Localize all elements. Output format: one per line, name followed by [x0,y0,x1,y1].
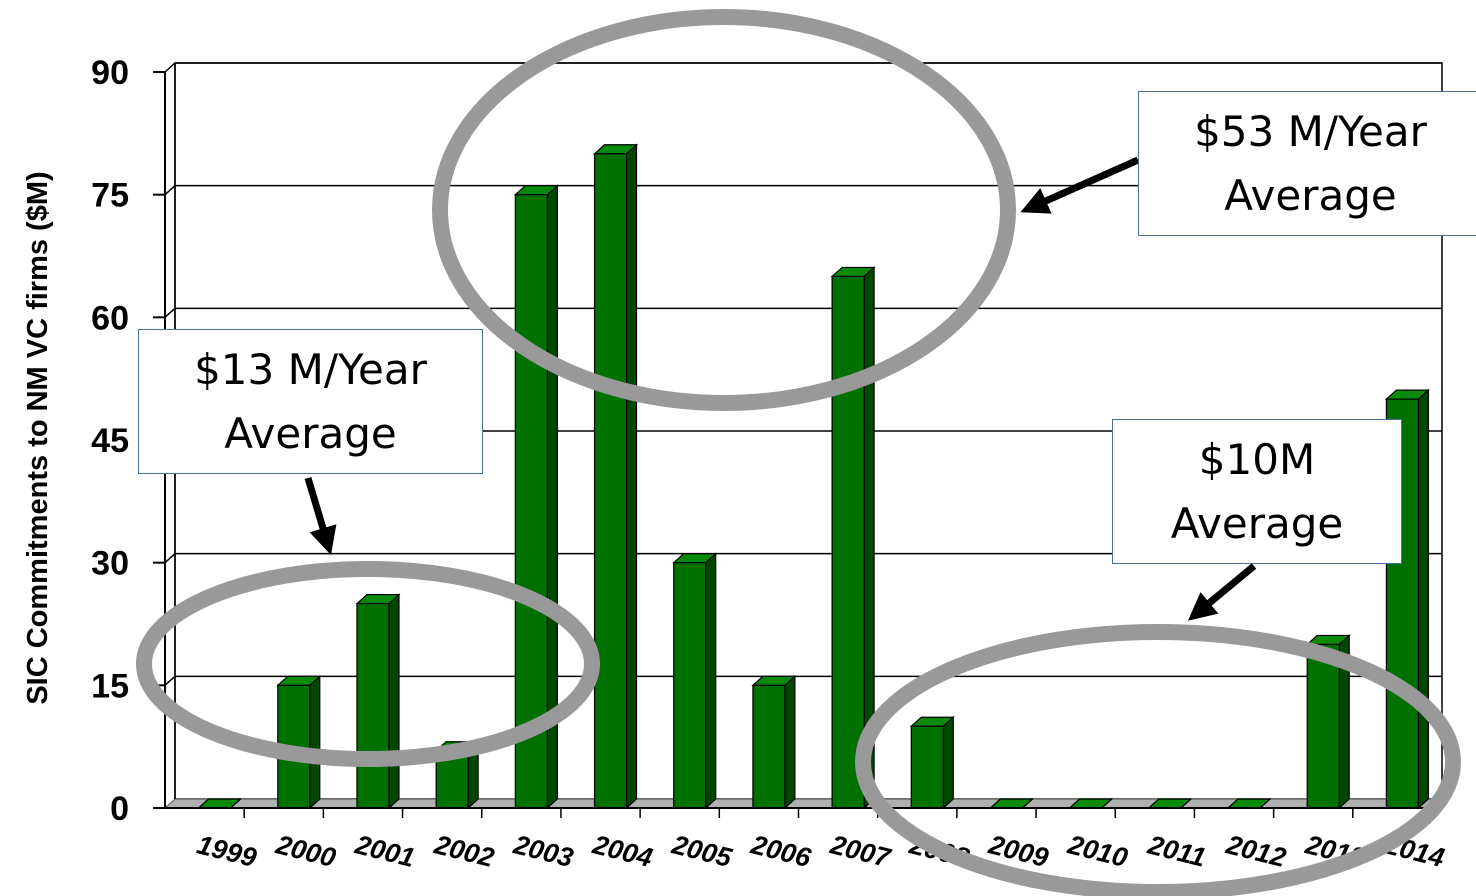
x-tick-label-2007: 2007 [827,829,895,873]
gridline-depth-30 [164,553,176,564]
bar-side-2006 [784,674,796,810]
y-tick-label-30: 30 [91,545,129,583]
x-tick-label-2001: 2001 [351,829,418,873]
arrow-53m [1020,156,1140,214]
bar-2003 [513,184,559,810]
bar-front-2007 [831,275,865,809]
x-tick-label-2000: 2000 [272,829,339,873]
highlight-ellipse-1999-2002 [136,561,600,767]
y-tick-label-15: 15 [91,667,129,705]
gridline-depth-60 [164,307,176,318]
callout-13m-line2: Average [224,409,397,458]
bar-front-2013 [1306,643,1340,809]
bar-side-2005 [705,552,717,810]
x-tick-label-1999: 1999 [194,829,260,873]
bar-side-2001 [388,593,400,810]
gridline-depth-90 [164,62,176,73]
bar-front-2005 [673,562,707,809]
bar-front-2006 [752,684,786,809]
callout-10m-line2: Average [1170,499,1344,548]
bar-2005 [672,552,718,810]
bar-2006 [751,674,797,810]
annotation-overlay [136,9,1461,896]
y-tick-label-45: 45 [91,422,129,460]
arrow-13m [304,476,337,556]
bar-front-2001 [356,602,390,809]
bars [197,143,1430,810]
y-tick-label-75: 75 [91,177,129,215]
x-tick-label-2002: 2002 [431,829,498,873]
bar-2011 [1147,798,1193,809]
y-tick-label-0: 0 [110,790,129,828]
bar-side-2014 [1417,388,1430,810]
arrow-10m [1187,563,1257,621]
x-tick-label-2012: 2012 [1222,829,1289,873]
highlight-ellipse-2008-2014 [855,624,1461,896]
x-tick-label-2005: 2005 [668,829,735,873]
bar-2001 [355,593,401,810]
x-tick-labels: 1999 2000 2001 2002 2003 2004 2005 2006 2007 2008… [194,829,1447,873]
callout-53m-line1: $53 M/Year [1194,107,1427,156]
bar-2007 [830,266,876,810]
gridline-depth-75 [164,185,176,196]
bar-front-2003 [514,194,548,809]
y-tick-label-90: 90 [91,54,129,92]
highlight-ellipse-2003-2007 [432,9,1016,411]
bar-2004 [592,143,639,810]
y-tick-labels: 0 15 30 45 60 75 90 [91,54,129,828]
y-axis-title: SIC Commitments to NM VC firms ($M) [22,171,54,704]
bar-2000 [276,674,322,810]
x-tick-label-2010: 2010 [1064,829,1131,873]
x-tick-label-2006: 2006 [747,829,814,873]
gridline-depth-15 [164,675,176,686]
x-tick-label-2004: 2004 [589,829,656,873]
bar-side-2004 [625,143,638,810]
callout-13m: $13 M/Year Average [138,329,483,474]
bar-front-2008 [910,725,944,809]
bar-side-2000 [309,674,321,810]
bar-2008 [909,715,955,810]
callout-13m-line1: $13 M/Year [194,345,427,394]
callout-10m-line1: $10M [1198,435,1316,484]
bar-side-2008 [942,715,954,810]
x-tick-label-2003: 2003 [510,829,577,873]
x-tick-label-2011: 2011 [1144,829,1209,872]
bar-front-2004 [593,153,628,809]
callout-53m-line2: Average [1224,171,1397,220]
callout-10m: $10M Average [1112,419,1402,564]
y-tick-label-60: 60 [91,299,129,337]
callout-53m: $53 M/Year Average [1138,91,1476,236]
